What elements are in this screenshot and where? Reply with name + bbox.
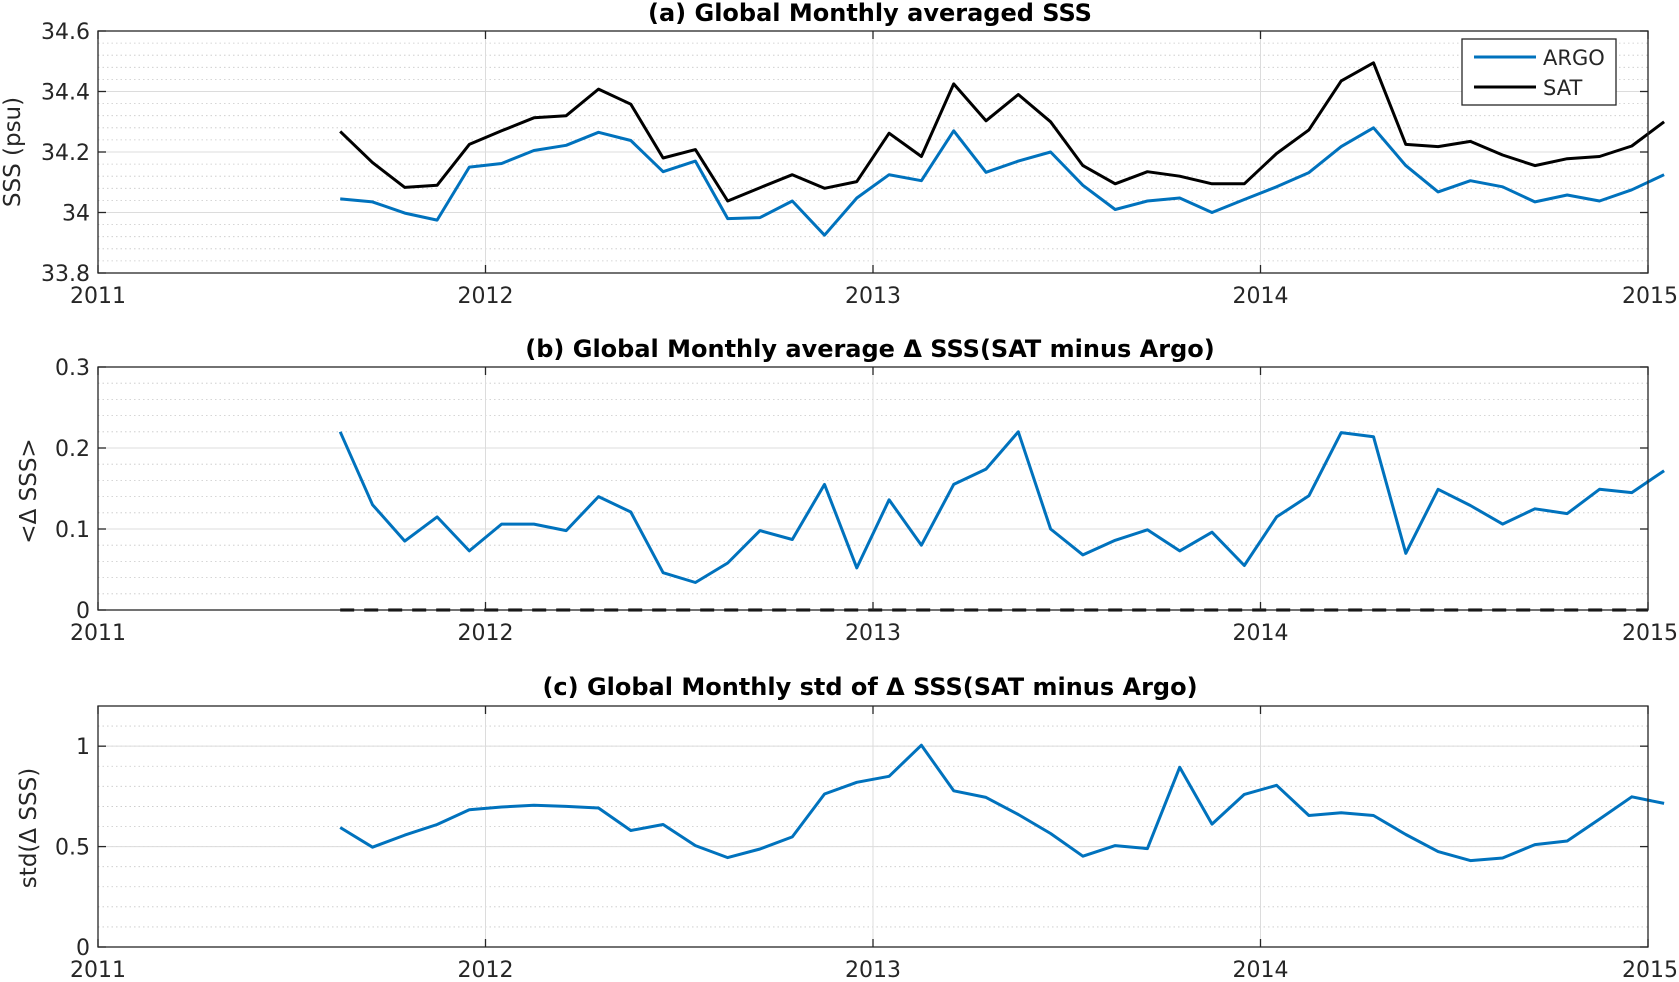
legend-label-sat: SAT xyxy=(1543,76,1582,100)
legend-box xyxy=(1461,38,1617,106)
panel-b: 0 0.1 0.2 0.3 2011 2012 2013 2014 2015 (b) Globa… xyxy=(16,335,1678,646)
x-tick-label: 2014 xyxy=(1233,958,1289,982)
panel-a-ylabel: SSS (psu) xyxy=(0,97,26,207)
x-tick-label: 2014 xyxy=(1233,284,1289,309)
legend-label-argo: ARGO xyxy=(1543,46,1605,70)
panel-c-ylabel: std(Δ SSS) xyxy=(16,768,42,888)
y-tick-label: 0.2 xyxy=(55,437,90,462)
x-tick-label: 2012 xyxy=(458,621,514,646)
series-line-series0 xyxy=(338,430,1665,584)
y-tick-label: 0.1 xyxy=(55,518,90,543)
x-tick-label: 2013 xyxy=(845,621,901,646)
y-tick-label: 0 xyxy=(76,599,90,624)
series-line-argo xyxy=(340,126,1665,237)
y-tick-label: 1 xyxy=(76,735,90,760)
panel-c-ticks: 0 0.5 1 2011 2012 2013 2014 2015 xyxy=(55,706,1678,982)
series-line-sat xyxy=(339,61,1665,203)
x-tick-label: 2013 xyxy=(845,958,901,982)
y-tick-label: 34.4 xyxy=(41,81,90,106)
panel-b-ylabel: <Δ SSS> xyxy=(16,438,42,543)
x-tick-label: 2012 xyxy=(458,958,514,982)
panel-a-grid xyxy=(97,30,1649,274)
panel-a-ticks: 33.8 34 34.2 34.4 34.6 2011 2012 2013 2014 2015 xyxy=(41,20,1678,309)
y-tick-label: 34.2 xyxy=(41,141,90,166)
x-tick-label: 2011 xyxy=(70,958,126,982)
y-tick-label: 33.8 xyxy=(41,262,90,287)
panel-a-title: (a) Global Monthly averaged SSS xyxy=(648,0,1092,27)
panel-a-series xyxy=(339,61,1665,237)
panel-b-title: (b) Global Monthly average Δ SSS(SAT min… xyxy=(525,335,1214,363)
panel-b-grid xyxy=(97,366,1649,611)
x-tick-label: 2011 xyxy=(70,621,126,646)
panel-c-series xyxy=(339,743,1665,863)
y-tick-label: 34 xyxy=(62,202,90,227)
series-line-series0 xyxy=(339,743,1665,863)
x-tick-label: 2012 xyxy=(458,284,514,309)
panel-a-legend: ARGO SAT xyxy=(1461,38,1617,106)
y-tick-label: 0.5 xyxy=(55,836,90,861)
panel-c-title: (c) Global Monthly std of Δ SSS(SAT minu… xyxy=(542,673,1197,701)
x-tick-label: 2015 xyxy=(1622,621,1678,646)
x-tick-label: 2011 xyxy=(70,284,126,309)
y-tick-label: 0 xyxy=(76,936,90,961)
panel-c-grid xyxy=(97,706,1649,948)
x-tick-label: 2015 xyxy=(1622,284,1678,309)
panel-c: 0 0.5 1 2011 2012 2013 2014 2015 (c) Global Mon… xyxy=(16,673,1678,982)
x-tick-label: 2013 xyxy=(845,284,901,309)
panel-a: 33.8 34 34.2 34.4 34.6 2011 2012 2013 2014 2015 (… xyxy=(0,0,1678,309)
y-tick-label: 0.3 xyxy=(55,356,90,381)
panel-b-ticks: 0 0.1 0.2 0.3 2011 2012 2013 2014 2015 xyxy=(55,356,1678,646)
x-tick-label: 2015 xyxy=(1622,958,1678,982)
x-tick-label: 2014 xyxy=(1233,621,1289,646)
y-tick-label: 34.6 xyxy=(41,20,90,45)
